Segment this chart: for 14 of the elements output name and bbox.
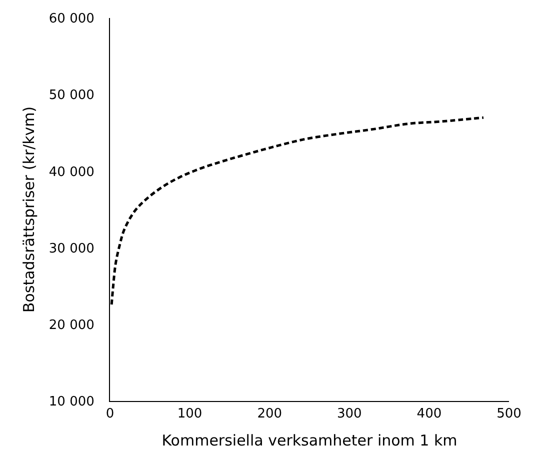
x-tick-label: 300 (336, 406, 362, 422)
x-tick-label: 400 (416, 406, 442, 422)
x-axis-title: Kommersiella verksamheter inom 1 km (162, 432, 458, 450)
y-tick-label: 30 000 (48, 241, 94, 256)
x-tick-label: 500 (496, 406, 522, 422)
y-axis-title: Bostadsrättspriser (kr/kvm) (20, 106, 38, 313)
y-tick-label: 40 000 (48, 164, 94, 180)
y-tick-label: 10 000 (48, 394, 94, 410)
x-tick-label: 0 (106, 406, 114, 422)
y-tick-label: 50 000 (48, 88, 94, 104)
y-tick-label: 60 000 (48, 12, 94, 27)
x-tick-label: 100 (177, 406, 202, 422)
x-tick-label: 200 (257, 406, 282, 422)
y-tick-label: 20 000 (48, 318, 94, 333)
